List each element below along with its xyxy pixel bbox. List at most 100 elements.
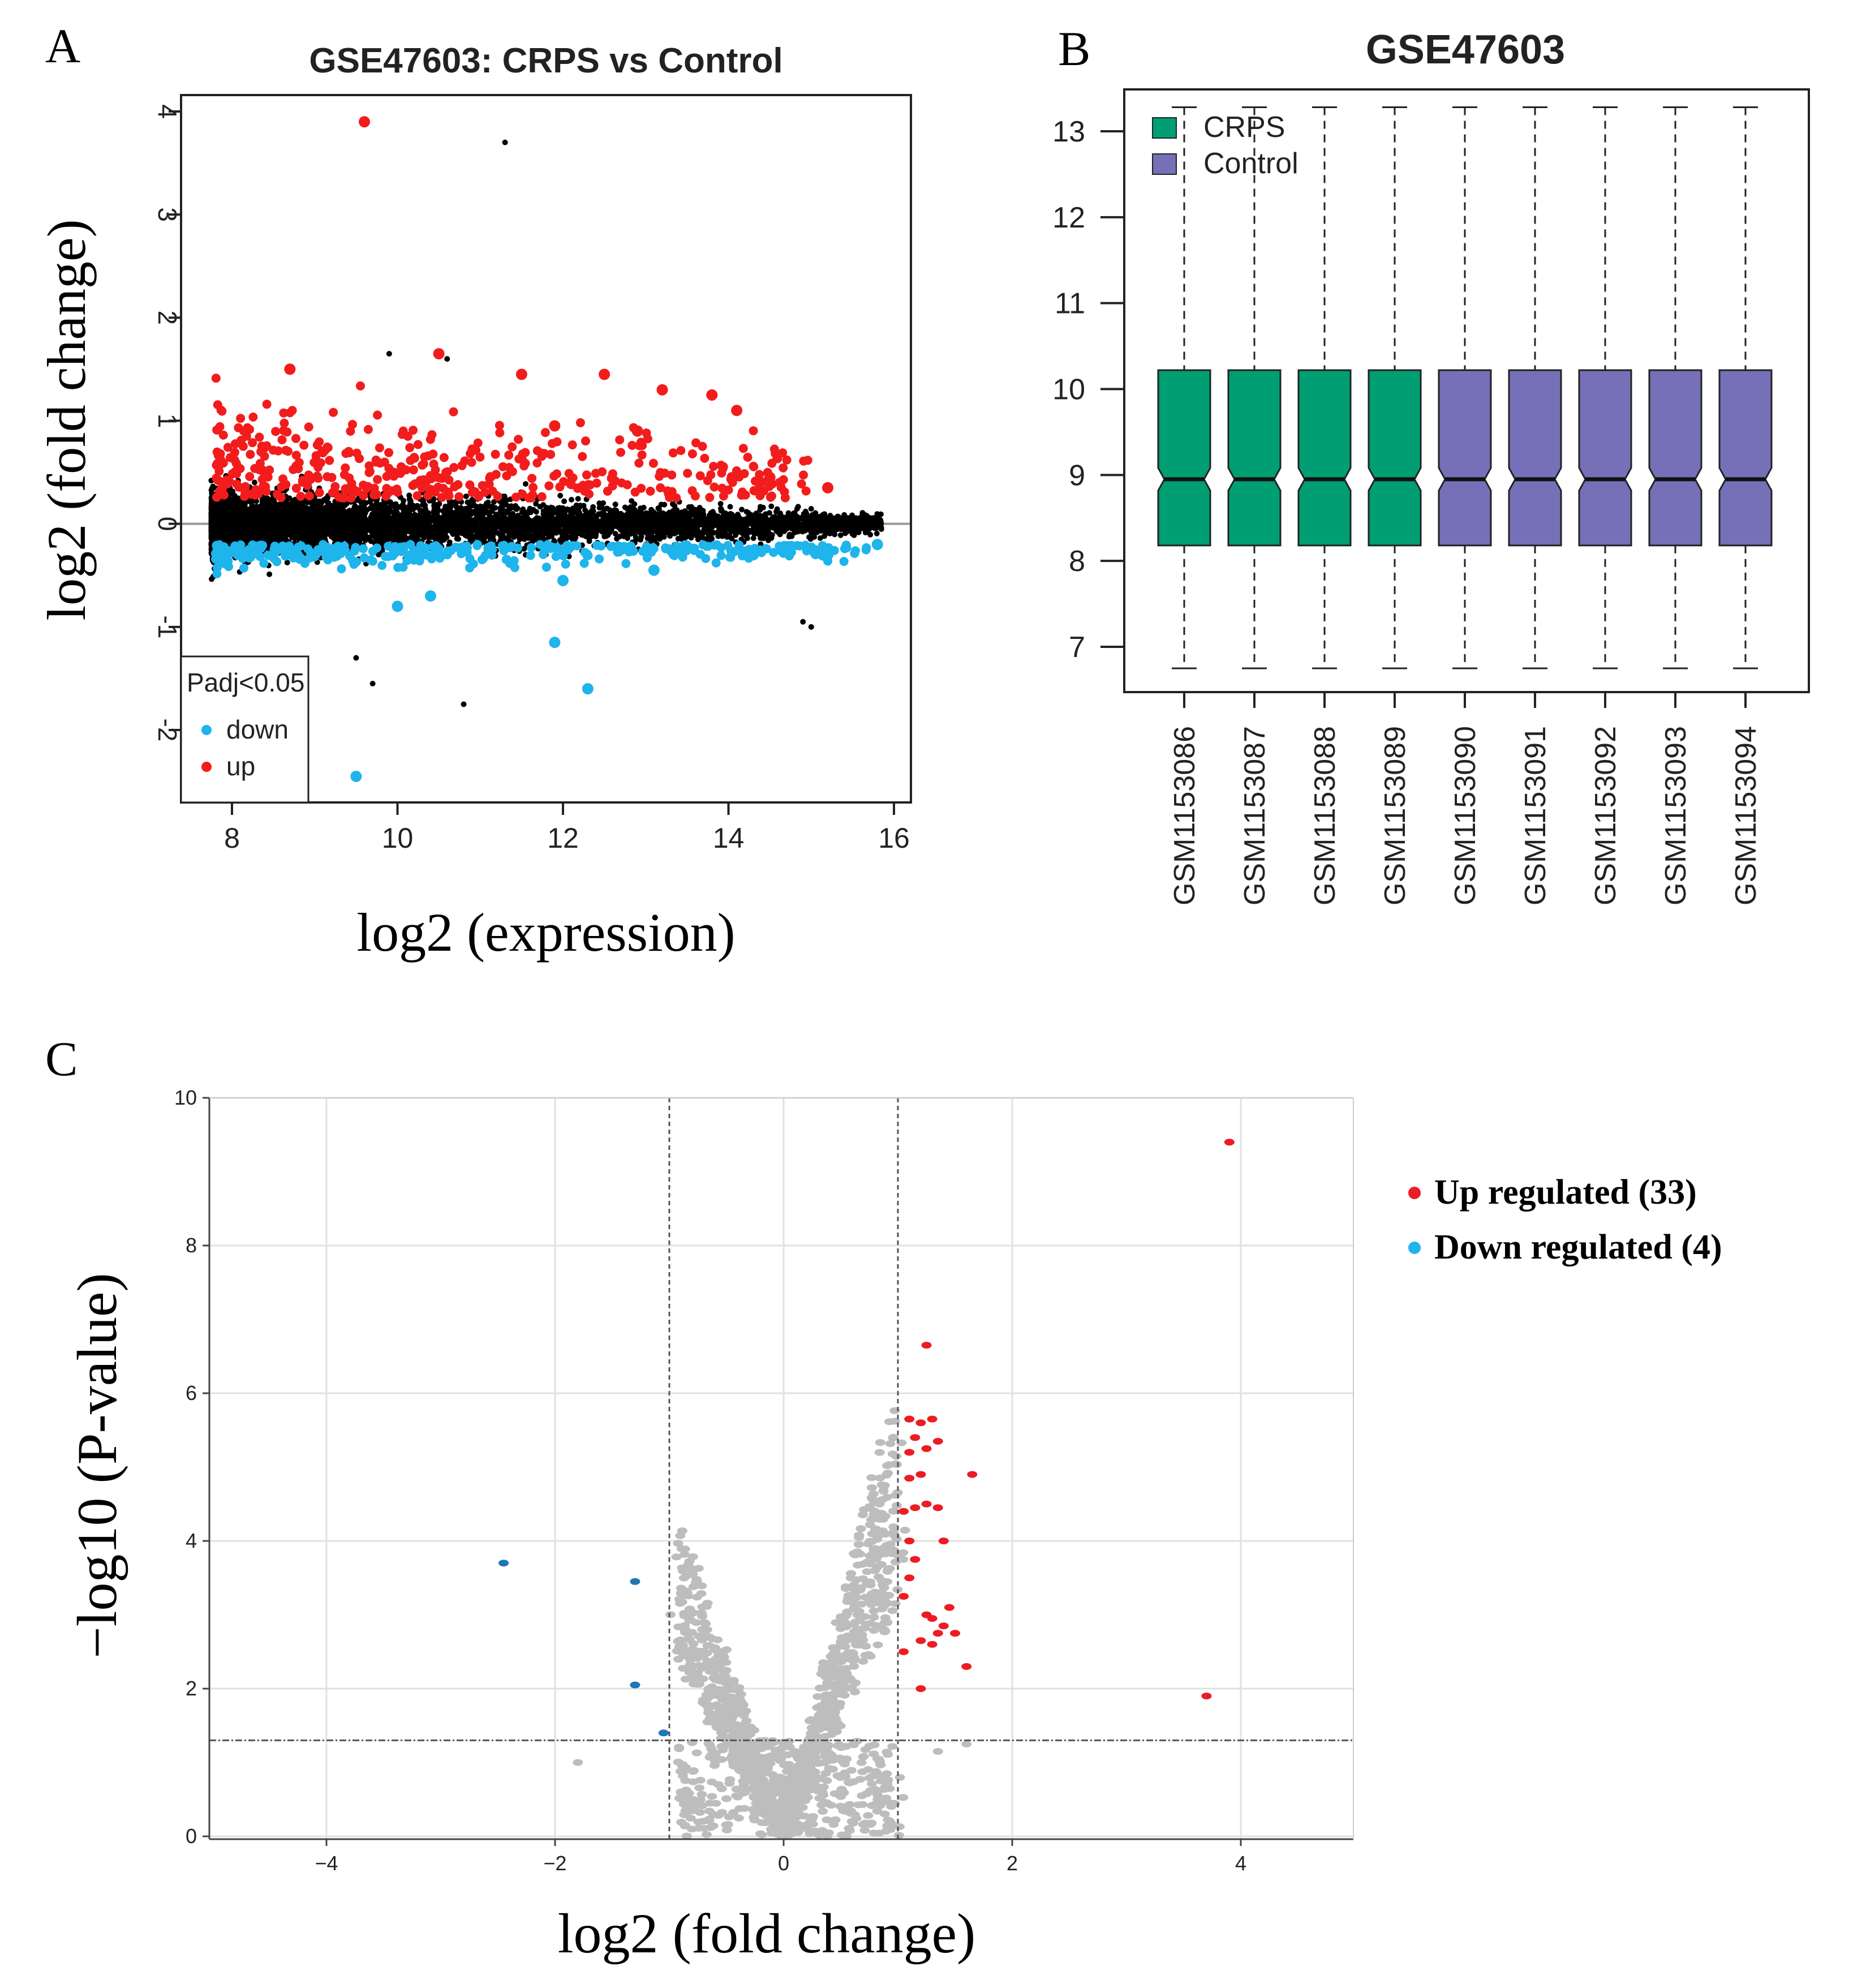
panel-a-point-ns <box>678 528 684 534</box>
panel-a-point-ns <box>874 530 880 536</box>
panel-a-point-ns <box>272 500 277 506</box>
panel-a-point-ns <box>793 521 799 527</box>
panel-a-point-ns <box>517 521 523 527</box>
panel-a-point-ns <box>709 535 715 542</box>
panel-a-point-ns <box>533 501 539 507</box>
panel-a-point-ns <box>369 505 375 512</box>
panel-a-point-ns <box>842 514 848 521</box>
panel-a-point-ns <box>460 512 466 518</box>
panel-a-point-ns <box>862 530 868 536</box>
panel-a-point-ns <box>500 501 506 508</box>
panel-a-point-ns <box>719 533 725 539</box>
panel-a-point-ns <box>627 510 633 517</box>
panel-a-point-ns <box>759 513 764 519</box>
panel-a-point-ns <box>673 509 680 516</box>
panel-a-point-ns <box>533 509 539 515</box>
panel-a-point-ns <box>467 535 473 541</box>
panel-a-point-ns <box>565 527 571 534</box>
panel-a-point-ns <box>209 486 215 492</box>
panel-a-point-ns <box>401 533 407 539</box>
panel-a-point-ns <box>368 524 375 530</box>
panel-a-point-ns <box>697 513 703 519</box>
panel-a-point-ns <box>266 571 273 577</box>
panel-a-point-ns <box>604 521 610 527</box>
panel-a-point-ns <box>358 500 364 506</box>
panel-a-point-ns <box>461 522 467 529</box>
panel-a-point-ns <box>867 516 874 522</box>
panel-a-point-ns <box>235 513 241 519</box>
panel-a-point-ns <box>590 526 596 532</box>
panel-a-point-ns <box>824 521 830 527</box>
panel-a-point-ns <box>569 497 574 503</box>
panel-a-point-ns <box>463 505 468 512</box>
panel-a-point-ns <box>646 527 652 533</box>
panel-a-point-ns <box>303 520 309 526</box>
panel-a-point-ns <box>474 515 480 521</box>
panel-a-point-ns <box>333 509 339 516</box>
panel-a-point-ns <box>406 521 412 527</box>
panel-a-point-ns <box>607 530 613 535</box>
panel-a-point-ns <box>493 512 500 517</box>
panel-a-point-ns <box>655 535 661 541</box>
panel-a-point-ns <box>325 500 331 506</box>
panel-a-point-ns <box>521 525 527 531</box>
panel-a-point-ns <box>561 498 567 504</box>
panel-a-point-ns <box>261 507 267 513</box>
panel-a-point-ns <box>521 546 527 552</box>
panel-a-point-ns <box>455 536 462 542</box>
panel-a-point-ns <box>386 505 393 512</box>
panel-a-point-ns <box>773 509 779 515</box>
panel-a-point-ns <box>333 503 339 509</box>
panel-a-point-ns <box>540 508 547 514</box>
panel-a-point-ns <box>469 497 475 503</box>
panel-letter-a: A <box>45 19 80 73</box>
panel-a-point-ns <box>506 531 512 537</box>
panel-a-point-ns <box>841 525 847 531</box>
panel-a-point-ns <box>345 537 351 543</box>
panel-a-point-ns <box>750 529 756 535</box>
panel-a-point-ns <box>733 532 738 538</box>
panel-a-point-ns <box>441 536 447 543</box>
panel-a-point-ns <box>715 533 721 539</box>
panel-a-point-ns <box>477 535 483 540</box>
panel-a-point-ns <box>326 508 333 514</box>
panel-a-point-ns <box>546 533 552 539</box>
panel-a-point-ns <box>489 508 495 514</box>
panel-a-point-ns <box>519 509 526 515</box>
panel-a-point-ns <box>284 560 290 566</box>
panel-a-point-ns <box>412 535 419 542</box>
panel-a-point-ns <box>700 535 706 540</box>
panel-a-point-ns <box>356 515 362 521</box>
panel-a-point-ns <box>295 514 302 521</box>
panel-a-point-ns <box>471 526 477 532</box>
panel-a-point-ns <box>495 517 501 523</box>
panel-a-point-ns <box>563 517 569 522</box>
panel-a-point-ns <box>377 503 383 509</box>
panel-a-point-ns <box>422 529 428 535</box>
panel-a-point-ns <box>523 481 528 487</box>
panel-a-point-ns <box>251 479 257 486</box>
panel-a-point-ns <box>837 532 844 538</box>
panel-a-point-ns <box>587 533 594 539</box>
panel-a-point-ns <box>393 524 399 530</box>
panel-a-point-ns <box>748 514 754 521</box>
panel-a-point-ns <box>311 539 317 545</box>
panel-a-point-ns <box>789 533 795 539</box>
panel-a-point-ns <box>562 534 569 540</box>
panel-a-point-ns <box>222 505 229 512</box>
panel-a-title: GSE47603: CRPS vs Control <box>309 41 782 80</box>
panel-a-point-ns <box>655 505 661 511</box>
panel-a-point-ns <box>445 516 452 522</box>
panel-a-point-ns <box>465 499 471 505</box>
panel-a-point-ns <box>568 514 574 520</box>
panel-a-point-ns <box>725 534 732 540</box>
panel-a-point-ns <box>296 505 303 511</box>
panel-a-point-ns <box>386 529 392 535</box>
panel-a-point-ns <box>489 532 496 538</box>
panel-a-point-ns <box>717 501 724 507</box>
panel-a-point-ns <box>612 507 618 513</box>
panel-a-points <box>181 116 911 782</box>
panel-a-point-ns <box>600 500 607 506</box>
panel-a-point-ns <box>449 530 455 535</box>
